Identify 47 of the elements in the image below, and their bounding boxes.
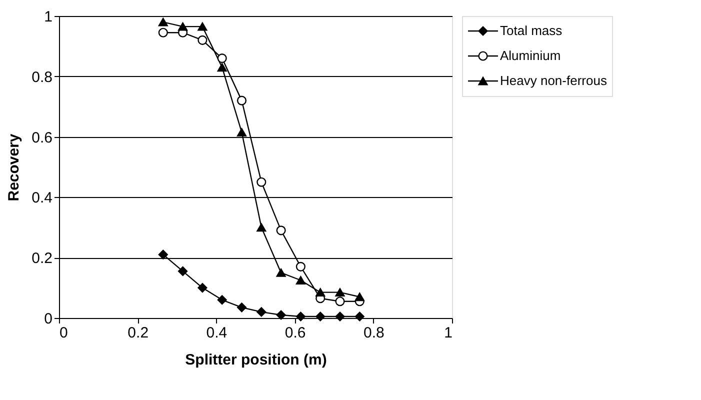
y-tick-label: 1 [44, 8, 52, 26]
x-tick-label: 0.8 [363, 324, 384, 342]
point [198, 283, 208, 293]
point [198, 22, 208, 31]
point [296, 312, 306, 322]
point [198, 35, 208, 45]
point [316, 312, 326, 322]
point [158, 18, 168, 26]
point [178, 266, 188, 276]
y-axis-title: Recovery [6, 133, 23, 202]
y-tick-label: 0.8 [32, 68, 52, 86]
point [296, 276, 306, 284]
point [158, 250, 168, 260]
point [296, 262, 306, 272]
x-tick-label: 0.4 [206, 324, 228, 342]
point [256, 177, 266, 187]
y-tick-label: 0 [44, 310, 52, 328]
legend-label: Heavy non-ferrous [500, 73, 608, 88]
point [335, 312, 345, 322]
point [276, 310, 286, 320]
legend-label: Total mass [500, 23, 563, 38]
legend-label: Aluminium [500, 48, 561, 63]
x-tick-label: 0.6 [284, 324, 306, 342]
y-tick-label: 0.2 [32, 250, 52, 268]
point [236, 128, 247, 136]
point [354, 292, 364, 302]
x-tick-label: 0.2 [128, 324, 149, 342]
point [178, 22, 188, 31]
point [236, 302, 247, 312]
point [236, 96, 247, 106]
point [276, 226, 286, 236]
point [256, 223, 266, 232]
point [217, 63, 227, 72]
point [217, 54, 227, 64]
x-axis-title: Splitter position (m) [185, 352, 327, 368]
point [217, 295, 227, 305]
point [276, 268, 286, 277]
y-tick-label: 0.4 [32, 190, 52, 207]
point [316, 288, 326, 297]
x-tick-label: 0 [60, 324, 68, 342]
point [354, 312, 364, 322]
point [256, 307, 266, 317]
y-tick-label: 0.6 [32, 129, 52, 146]
point [335, 288, 345, 297]
point [158, 28, 168, 38]
x-tick-label: 1 [444, 324, 452, 342]
point [335, 296, 345, 306]
